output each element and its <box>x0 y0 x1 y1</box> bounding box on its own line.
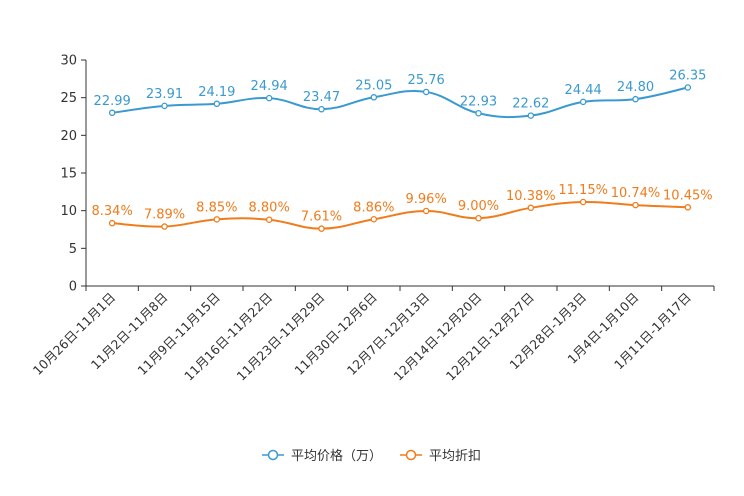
data-label: 26.35 <box>669 68 706 83</box>
data-point <box>265 216 273 223</box>
data-point <box>370 216 378 223</box>
data-label: 9.00% <box>458 199 499 214</box>
data-point <box>108 109 116 117</box>
x-axis: 10月26日-11月1日11月2日-11月8日11月9日-11月15日11月16… <box>30 285 715 384</box>
legend-marker <box>405 449 417 461</box>
series-layer: 22.99 23.91 24.19 24.94 23.47 25.05 25.76 22.93… <box>92 68 713 232</box>
data-label: 24.44 <box>565 83 602 98</box>
x-tick-label: 12月14日-12月20日 <box>390 290 484 384</box>
data-point <box>422 88 430 96</box>
data-point <box>318 225 325 232</box>
data-label: 24.19 <box>198 85 235 100</box>
x-tick-label: 12月21日-12月27日 <box>443 290 537 384</box>
y-tick-label: 20 <box>60 129 77 144</box>
data-point <box>475 214 482 222</box>
data-point <box>108 219 116 227</box>
data-point <box>527 112 535 119</box>
data-label: 22.99 <box>94 94 131 109</box>
data-label: 7.89% <box>144 208 185 223</box>
data-label: 24.80 <box>617 80 654 95</box>
series-2: 8.34% 7.89% 8.85% 8.80% 7.61% 8.86% 9.96% 9.00%… <box>92 183 713 232</box>
data-label: 10.74% <box>611 186 661 201</box>
y-tick-label: 30 <box>60 54 77 69</box>
legend-label: 平均折扣 <box>429 449 481 464</box>
x-tick-label: 11月16日-11月22日 <box>181 290 275 384</box>
y-tick-label: 0 <box>69 280 77 295</box>
data-point <box>579 98 587 106</box>
data-point <box>632 201 639 209</box>
data-label: 23.91 <box>146 87 183 102</box>
data-label: 22.62 <box>512 97 549 112</box>
data-label: 24.94 <box>251 79 288 94</box>
data-point <box>632 95 639 103</box>
data-point <box>684 84 692 91</box>
data-label: 8.34% <box>92 204 133 219</box>
data-point <box>213 216 221 223</box>
series-1: 22.99 23.91 24.19 24.94 23.47 25.05 25.76 22.93… <box>94 68 706 119</box>
y-axis: 0 5 10 15 20 25 30 <box>60 54 87 295</box>
x-tick-label: 11月23日-11月29日 <box>233 290 327 384</box>
data-label: 11.15% <box>558 183 608 198</box>
y-tick-label: 25 <box>60 91 77 106</box>
series-line <box>112 200 688 230</box>
series-line <box>112 86 689 119</box>
data-label: 10.38% <box>506 189 556 204</box>
legend: 平均价格（万） 平均折扣 <box>262 448 481 464</box>
data-point <box>161 223 168 230</box>
data-label: 8.80% <box>249 201 290 216</box>
data-label: 10.45% <box>663 188 713 203</box>
data-label: 8.85% <box>196 200 237 215</box>
legend-marker <box>267 449 279 461</box>
legend-label: 平均价格（万） <box>291 448 382 464</box>
data-point <box>527 204 535 212</box>
legend-item-1: 平均价格（万） <box>262 448 382 464</box>
legend-item-2: 平均折扣 <box>400 449 481 464</box>
data-point <box>684 204 692 211</box>
data-point <box>579 198 587 206</box>
data-point <box>475 110 482 117</box>
data-point <box>422 207 430 215</box>
data-label: 8.86% <box>353 200 394 215</box>
data-label: 7.61% <box>301 210 342 225</box>
data-label: 25.76 <box>408 73 445 88</box>
y-tick-label: 10 <box>60 204 77 219</box>
data-label: 22.93 <box>460 94 497 109</box>
data-point <box>213 100 221 108</box>
data-point <box>318 105 325 113</box>
data-label: 23.47 <box>303 90 340 105</box>
data-label: 25.05 <box>355 78 392 93</box>
y-tick-label: 15 <box>60 167 77 182</box>
data-label: 9.96% <box>406 192 447 207</box>
data-point <box>161 102 168 110</box>
y-tick-label: 5 <box>69 242 77 257</box>
data-point <box>370 94 378 101</box>
data-point <box>265 94 273 102</box>
